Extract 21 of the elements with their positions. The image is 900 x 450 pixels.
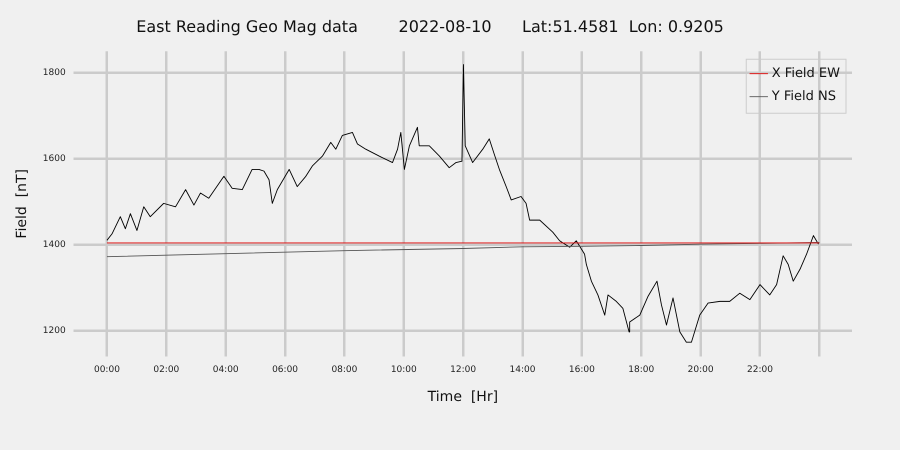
y-tick-label: 1800 (42, 68, 66, 78)
x-tick-label: 12:00 (450, 365, 476, 376)
x-tick-label: 20:00 (688, 365, 714, 376)
legend-label: Y Field NS (770, 89, 836, 104)
x-tick-label: 18:00 (628, 365, 654, 376)
x-tick-label: 04:00 (212, 365, 239, 376)
y-tick-label: 1400 (42, 240, 66, 250)
x-tick-label: 06:00 (272, 365, 298, 376)
x-tick-label: 08:00 (331, 365, 358, 376)
x-axis-title: Time [Hr] (426, 389, 498, 406)
x-tick-label: 14:00 (510, 365, 536, 376)
y-tick-label: 1200 (42, 326, 66, 336)
legend-label: X Field EW (772, 66, 840, 82)
x-tick-label: 00:00 (94, 365, 120, 376)
x-tick-label: 22:00 (747, 365, 774, 376)
x-tick-label: 10:00 (390, 365, 418, 376)
x-tick-label: 02:00 (153, 365, 180, 376)
chart-title: East Reading Geo Mag data 2022-08-10 Lat:51.4581 Lon: 0.9205 (136, 16, 724, 36)
y-axis-title: Field [nT] (14, 169, 30, 239)
x-tick-label: 16:00 (568, 365, 596, 376)
y-tick-label: 1600 (42, 154, 66, 164)
